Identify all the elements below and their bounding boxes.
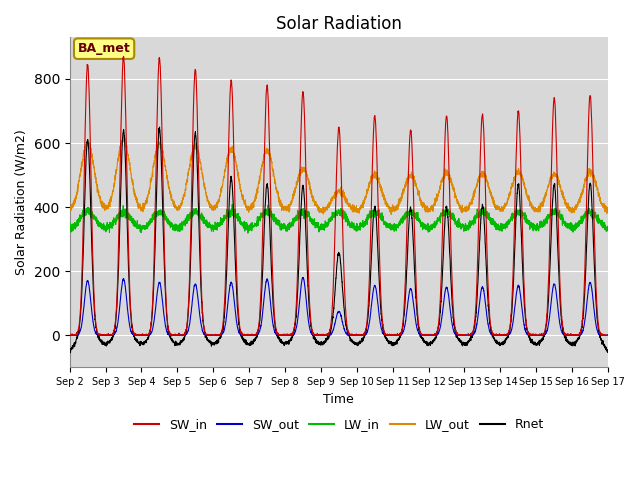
SW_in xyxy=(66,333,74,338)
Rnet xyxy=(604,348,611,353)
LW_out xyxy=(387,212,395,217)
LW_in xyxy=(228,202,236,207)
SW_out xyxy=(66,333,74,338)
SW_in xyxy=(216,332,224,337)
SW_out xyxy=(604,333,611,338)
Rnet xyxy=(401,306,408,312)
LW_out xyxy=(401,183,409,189)
X-axis label: Time: Time xyxy=(323,393,354,406)
SW_in xyxy=(604,333,612,338)
SW_out xyxy=(401,323,408,329)
SW_in xyxy=(401,293,408,299)
LW_in xyxy=(401,216,409,222)
LW_out xyxy=(553,172,561,178)
LW_in xyxy=(604,223,612,229)
SW_in xyxy=(553,162,561,168)
Rnet xyxy=(181,330,189,336)
SW_in xyxy=(604,333,611,338)
SW_out xyxy=(553,296,561,302)
SW_out xyxy=(299,275,307,280)
LW_in xyxy=(553,211,561,216)
SW_out xyxy=(181,332,189,337)
Line: LW_out: LW_out xyxy=(70,137,608,215)
Rnet xyxy=(392,340,399,346)
LW_in xyxy=(66,228,74,233)
LW_in xyxy=(244,230,252,236)
Line: SW_out: SW_out xyxy=(70,277,608,336)
SW_in xyxy=(392,333,399,338)
Rnet xyxy=(604,348,612,354)
LW_out xyxy=(216,192,224,197)
Rnet xyxy=(553,224,561,229)
Y-axis label: Solar Radiation (W/m2): Solar Radiation (W/m2) xyxy=(15,130,28,275)
LW_in xyxy=(604,226,612,231)
LW_in xyxy=(216,220,224,226)
SW_in xyxy=(120,54,127,60)
Rnet xyxy=(216,334,224,340)
LW_out xyxy=(604,207,612,213)
Rnet xyxy=(156,124,163,130)
Title: Solar Radiation: Solar Radiation xyxy=(276,15,402,33)
Line: LW_in: LW_in xyxy=(70,204,608,233)
LW_out xyxy=(66,207,74,213)
LW_out xyxy=(120,134,127,140)
Text: BA_met: BA_met xyxy=(77,42,131,55)
LW_out xyxy=(392,205,399,211)
Rnet xyxy=(66,350,74,356)
LW_out xyxy=(604,210,612,216)
SW_in xyxy=(181,330,189,336)
Line: Rnet: Rnet xyxy=(70,127,608,353)
Legend: SW_in, SW_out, LW_in, LW_out, Rnet: SW_in, SW_out, LW_in, LW_out, Rnet xyxy=(129,413,549,436)
LW_in xyxy=(392,222,399,228)
SW_out xyxy=(392,333,399,338)
SW_out xyxy=(604,333,612,338)
LW_out xyxy=(181,189,189,195)
SW_out xyxy=(216,332,224,338)
LW_in xyxy=(181,222,189,228)
Line: SW_in: SW_in xyxy=(70,57,608,336)
